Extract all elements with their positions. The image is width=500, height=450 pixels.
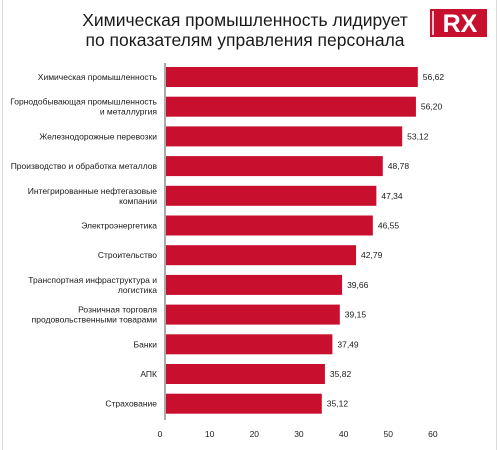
category-label-line: Горнодобывающая промышленность [10,97,157,107]
category-label: Интегрированные нефтегазовые компании [28,186,158,206]
bar [166,67,418,87]
category-label: Розничная торговля продовольственными тов… [32,305,158,325]
logo-text: RX [443,10,478,37]
x-tick-label: 30 [294,429,304,439]
category-label-line: Электроэнергетика [81,221,157,231]
category-label-line: Интегрированные нефтегазовые [28,186,158,196]
x-tick-label: 50 [384,429,394,439]
category-label: Горнодобывающая промышленность и металлур… [10,97,157,117]
bar-value-label: 53,12 [407,131,429,141]
bar-value-label: 48,78 [388,161,410,171]
category-label-line: логистика [118,285,157,295]
category-label-line: продовольственными товарами [32,315,158,325]
category-label: АПК [140,369,157,379]
category-label-line: Розничная торговля [78,305,157,315]
category-label-line: Банки [134,339,158,349]
bar-value-label: 56,62 [423,72,445,82]
bar-value-label: 56,20 [421,102,443,112]
bar [166,245,357,266]
category-label: Транспортная инфраструктура и логистика [28,275,157,295]
bar [166,274,343,295]
bar-value-label: 37,49 [337,339,359,349]
bar-value-label: 42,79 [361,250,383,260]
bar-value-label: 46,55 [378,221,400,231]
x-tick-label: 10 [205,429,215,439]
category-label-line: Страхование [105,399,157,409]
page-edge-left [2,0,3,450]
chart-title-line-1: Химическая промышленность лидирует [82,10,408,30]
category-label: Железнодорожные перевозки [39,131,157,141]
x-tick-label: 40 [339,429,349,439]
bar [166,364,325,384]
category-label: Электроэнергетика [81,221,157,231]
chart-title: Химическая промышленность лидирует по по… [70,10,420,50]
bar [166,334,333,355]
category-label: Строительство [98,250,157,260]
category-label: Банки [134,339,158,349]
bar [166,185,377,206]
category-label-line: Транспортная инфраструктура и [28,275,157,285]
bar [166,156,383,177]
chart-title-line-2: по показателям управления персонала [85,30,405,50]
bar-value-label: 39,15 [345,310,367,320]
x-tick-label: 20 [250,429,260,439]
page-edge-right [496,0,497,450]
rx-logo: RX [430,9,487,37]
x-tick-label: 60 [428,429,438,439]
x-tick-label: 0 [158,429,163,439]
bar-value-label: 39,66 [347,280,369,290]
bar-value-label: 47,34 [381,191,403,201]
bar-value-label: 35,12 [327,399,349,409]
bar [166,215,373,236]
bar [166,393,322,414]
category-label-line: Строительство [98,250,157,260]
category-label-line: АПК [140,369,157,379]
category-label-line: компании [119,196,157,206]
logo-background [430,9,487,37]
category-label: Страхование [105,399,157,409]
category-label-line: и металлургия [100,107,158,117]
category-label-line: Химическая промышленность [38,72,158,82]
bar [166,96,416,117]
bar-value-label: 35,82 [330,369,352,379]
bar [166,126,403,147]
category-label: Производство и обработка металлов [11,161,158,171]
category-label-line: Производство и обработка металлов [11,161,158,171]
bar [166,304,340,325]
category-label: Химическая промышленность [38,72,158,82]
category-label-line: Железнодорожные перевозки [39,131,157,141]
